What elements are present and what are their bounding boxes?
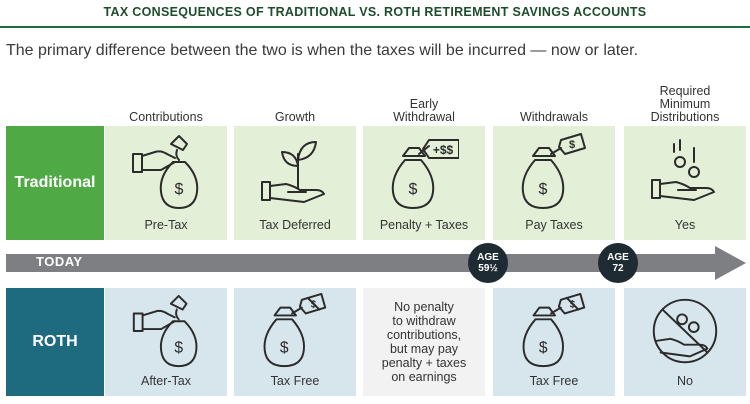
traditional-early-withdrawal-cell: $ +$$ Penalty + Taxes (363, 126, 485, 240)
title-divider (0, 26, 750, 28)
svg-text:$: $ (409, 181, 418, 198)
traditional-rmd-cell: Yes (624, 126, 746, 240)
cell-caption: Tax Deferred (259, 218, 331, 232)
timeline-today-label: TODAY (36, 254, 83, 269)
age-milestone-badge: AGE 59½ (468, 243, 508, 283)
cell-caption: Tax Free (529, 374, 579, 388)
svg-text:$: $ (570, 300, 576, 311)
traditional-contributions-cell: $ Pre-Tax (105, 126, 227, 240)
column-header-growth: Growth (274, 110, 316, 124)
roth-growth-cell: $ $ Tax Free (234, 288, 356, 396)
hand-money-bag-icon: $ (132, 294, 198, 368)
column-header-withdrawals: Withdrawals (519, 110, 589, 124)
cell-caption: Penalty + Taxes (379, 218, 469, 232)
age-milestone-badge: AGE 72 (598, 243, 638, 283)
money-bag-tag-icon: $ +$$ (391, 139, 459, 209)
hand-coins-icon (651, 139, 715, 201)
money-bag-no-tax-icon: $ $ (263, 292, 327, 368)
chart-title: TAX CONSEQUENCES OF TRADITIONAL VS. ROTH… (103, 5, 647, 19)
row-label-traditional: Traditional (6, 126, 104, 240)
svg-text:+$$: +$$ (433, 143, 454, 157)
no-coins-icon (652, 298, 718, 364)
svg-text:$: $ (569, 139, 575, 151)
money-bag-tag-icon: $ $ (521, 133, 586, 209)
cell-caption: Tax Free (270, 374, 320, 388)
roth-early-withdrawal-cell: No penalty to withdraw contributions, bu… (363, 288, 485, 396)
cell-caption: After-Tax (140, 374, 191, 388)
cell-caption: Yes (674, 218, 696, 232)
roth-rmd-cell: No (624, 288, 746, 396)
roth-withdrawals-cell: $ $ Tax Free (493, 288, 615, 396)
roth-contributions-cell: $ After-Tax (105, 288, 227, 396)
cell-caption: Pre-Tax (144, 218, 188, 232)
early-withdrawal-note: No penalty to withdraw contributions, bu… (381, 300, 467, 384)
hand-sprout-icon (261, 141, 325, 203)
svg-text:$: $ (539, 339, 548, 356)
traditional-growth-cell: Tax Deferred (234, 126, 356, 240)
cell-caption: No (677, 374, 693, 388)
money-bag-no-tax-icon: $ $ (522, 292, 586, 368)
hand-money-bag-icon: $ (132, 135, 199, 209)
column-header-early-withdrawal: Early Withdrawal (393, 97, 455, 124)
row-label-roth: ROTH (6, 288, 104, 396)
subtitle: The primary difference between the two i… (6, 42, 639, 59)
svg-text:$: $ (311, 300, 317, 311)
svg-text:$: $ (175, 181, 184, 198)
svg-text:$: $ (280, 339, 289, 356)
cell-caption: Pay Taxes (525, 218, 583, 232)
svg-text:$: $ (539, 181, 548, 198)
column-header-rmd: Required Minimum Distributions (650, 84, 720, 124)
column-header-contributions: Contributions (129, 110, 203, 124)
timeline-arrow (6, 246, 746, 280)
svg-text:$: $ (174, 339, 183, 356)
traditional-withdrawals-cell: $ $ Pay Taxes (493, 126, 615, 240)
